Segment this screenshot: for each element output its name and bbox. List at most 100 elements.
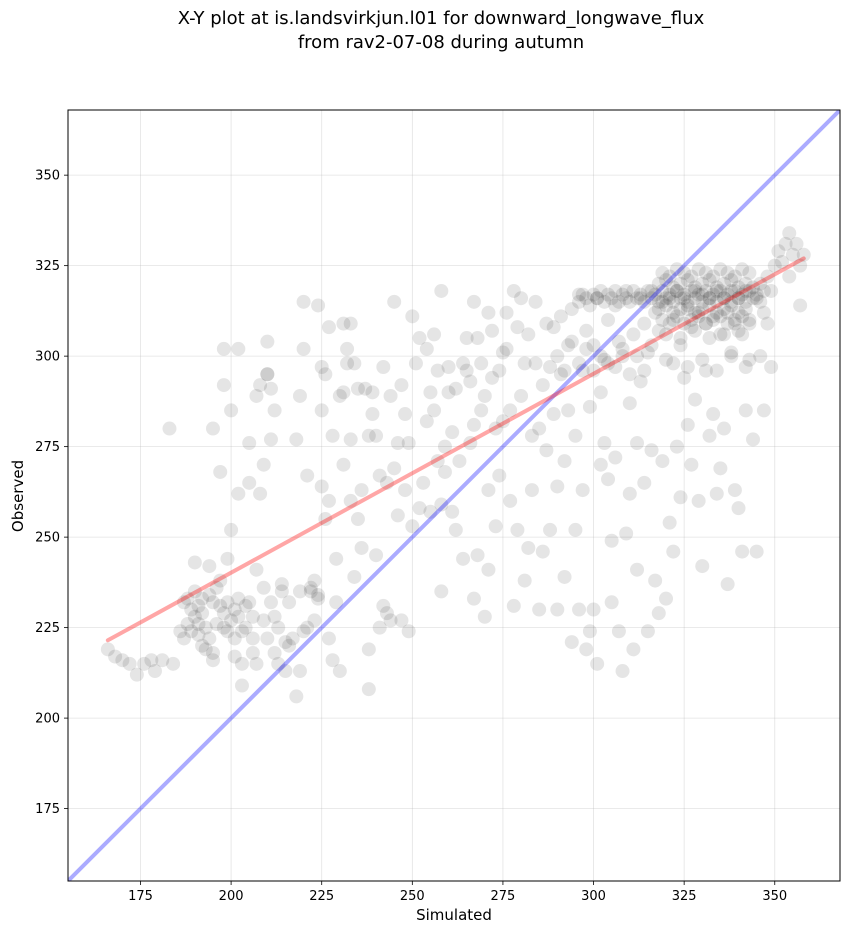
scatter-point — [459, 331, 474, 346]
scatter-point — [271, 620, 286, 635]
scatter-point — [651, 276, 666, 291]
scatter-point — [249, 656, 264, 671]
scatter-point — [213, 573, 228, 588]
scatter-point — [506, 598, 521, 613]
scatter-point — [289, 432, 304, 447]
scatter-point — [659, 298, 674, 313]
scatter-point — [227, 631, 242, 646]
scatter-point — [510, 320, 525, 335]
scatter-point — [260, 334, 275, 349]
scatter-point — [572, 287, 587, 302]
scatter-point — [637, 316, 652, 331]
scatter-point — [746, 432, 761, 447]
scatter-point — [673, 276, 688, 291]
scatter-point — [684, 269, 699, 284]
scatter-point — [318, 367, 333, 382]
scatter-point — [717, 291, 732, 306]
scatter-point — [637, 294, 652, 309]
scatter-point — [691, 309, 706, 324]
scatter-point — [749, 287, 764, 302]
scatter-point — [709, 305, 724, 320]
scatter-point — [535, 378, 550, 393]
scatter-point — [640, 624, 655, 639]
scatter-point — [702, 428, 717, 443]
y-tick-label: 275 — [35, 440, 60, 455]
scatter-point — [575, 363, 590, 378]
scatter-point — [267, 645, 282, 660]
scatter-point — [680, 273, 695, 288]
scatter-point — [611, 294, 626, 309]
scatter-point — [706, 407, 721, 422]
scatter-point — [191, 627, 206, 642]
scatter-point — [314, 479, 329, 494]
scatter-point — [358, 381, 373, 396]
scatter-point — [753, 349, 768, 364]
scatter-point — [550, 349, 565, 364]
scatter-point — [738, 294, 753, 309]
scatter-point — [503, 493, 518, 508]
scatter-point — [742, 312, 757, 327]
scatter-point — [746, 291, 761, 306]
x-tick-label: 225 — [309, 889, 334, 904]
scatter-point — [677, 265, 692, 280]
scatter-point — [655, 283, 670, 298]
scatter-point — [720, 316, 735, 331]
scatter-point — [727, 316, 742, 331]
scatter-point — [249, 388, 264, 403]
scatter-point — [452, 454, 467, 469]
scatter-point — [184, 624, 199, 639]
scatter-point — [738, 360, 753, 374]
scatter-point — [209, 617, 224, 631]
scatter-point — [517, 573, 532, 588]
scatter-point — [615, 349, 630, 364]
scatter-point — [195, 638, 210, 653]
scatter-point — [637, 475, 652, 490]
scatter-point — [579, 291, 594, 306]
scatter-point — [677, 291, 692, 306]
scatter-point — [300, 620, 315, 635]
scatter-point — [249, 562, 264, 577]
scatter-point — [220, 595, 235, 610]
scatter-point — [695, 352, 710, 367]
scatter-point — [321, 493, 336, 508]
scatter-point — [390, 436, 405, 451]
scatter-point — [579, 341, 594, 356]
scatter-point — [213, 598, 228, 613]
scatter-point — [630, 436, 645, 451]
scatter-point — [626, 327, 641, 342]
scatter-point — [742, 283, 757, 298]
scatter-point — [267, 609, 282, 624]
scatter-point — [253, 378, 268, 393]
scatter-point — [717, 327, 732, 342]
scatter-point — [561, 338, 576, 353]
y-tick-label: 350 — [35, 169, 60, 184]
scatter-point — [166, 656, 181, 671]
scatter-point — [260, 367, 275, 382]
scatter-point — [611, 334, 626, 349]
scatter-point — [756, 283, 771, 298]
scatter-point — [706, 312, 721, 327]
scatter-point — [176, 595, 191, 610]
scatter-point — [760, 316, 775, 331]
scatter-point — [669, 439, 684, 454]
scatter-point — [688, 283, 703, 298]
scatter-point — [234, 678, 249, 693]
scatter-point — [227, 649, 242, 664]
scatter-point — [695, 294, 710, 309]
scatter-point — [756, 305, 771, 320]
scatter-point — [597, 352, 612, 367]
scatter-point — [463, 436, 478, 451]
scatter-point — [796, 247, 811, 262]
scatter-point — [115, 653, 130, 668]
scatter-point — [582, 624, 597, 639]
scatter-point — [314, 360, 329, 374]
scatter-point — [209, 580, 224, 595]
scatter-point — [521, 327, 536, 342]
scatter-point — [195, 606, 210, 621]
scatter-point — [441, 360, 456, 374]
scatter-point — [278, 664, 293, 679]
scatter-point — [669, 309, 684, 324]
scatter-point — [198, 620, 213, 635]
scatter-point — [666, 544, 681, 559]
scatter-point — [260, 367, 275, 382]
